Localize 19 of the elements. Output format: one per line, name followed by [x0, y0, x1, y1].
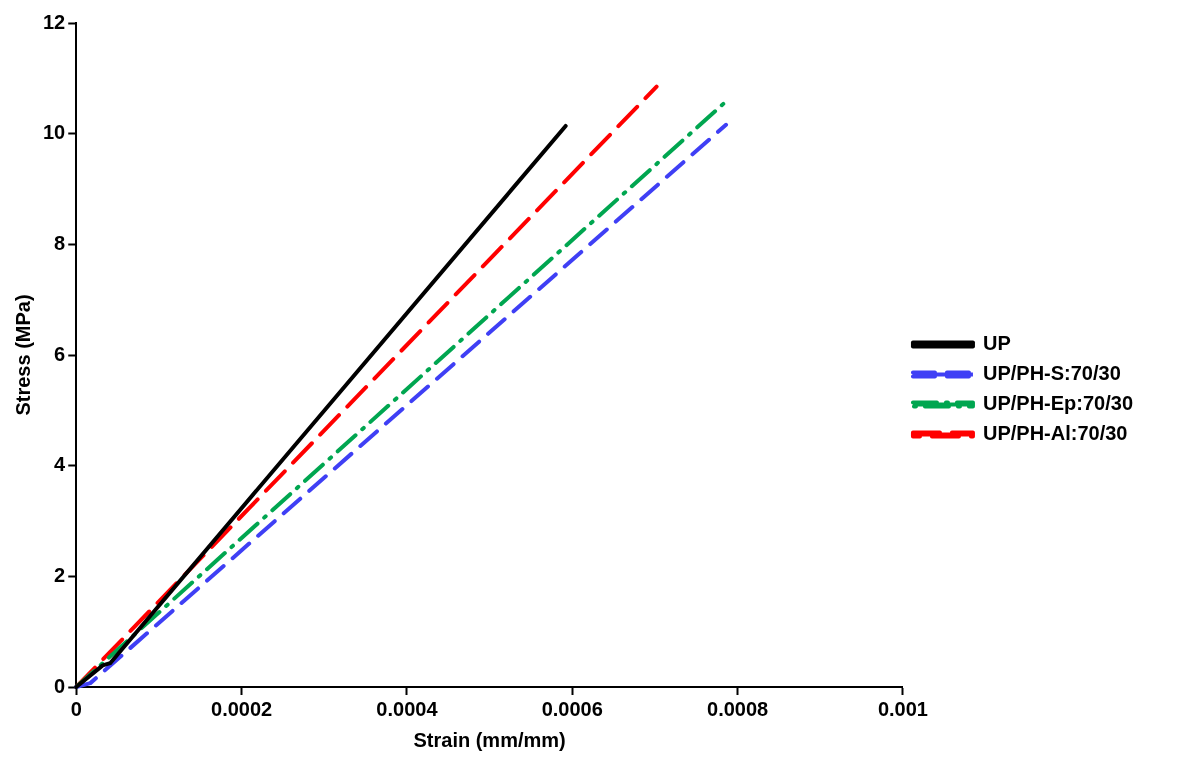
y-axis-title: Stress (MPa): [11, 294, 34, 416]
legend-label: UP/PH-Ep:70/30: [982, 392, 1134, 415]
y-tick-label: 4: [54, 453, 67, 476]
y-tick-label: 12: [43, 10, 66, 33]
x-axis-title: Strain (mm/mm): [413, 728, 566, 751]
y-tick-label: 8: [54, 231, 66, 254]
y-tick-label: 0: [54, 674, 66, 697]
x-tick-label: 0.0004: [376, 697, 439, 720]
legend-label: UP/PH-S:70/30: [982, 362, 1121, 385]
x-tick-label: 0: [70, 697, 82, 720]
y-tick-label: 6: [54, 342, 66, 365]
legend-label: UP: [982, 332, 1011, 355]
y-tick-label: 10: [43, 121, 66, 144]
x-tick-label: 0.0006: [541, 697, 603, 720]
y-tick-label: 2: [54, 563, 66, 586]
legend-label: UP/PH-Al:70/30: [982, 422, 1128, 445]
x-tick-label: 0.0002: [211, 697, 273, 720]
x-tick-label: 0.001: [877, 697, 928, 720]
x-tick-label: 0.0008: [707, 697, 769, 720]
